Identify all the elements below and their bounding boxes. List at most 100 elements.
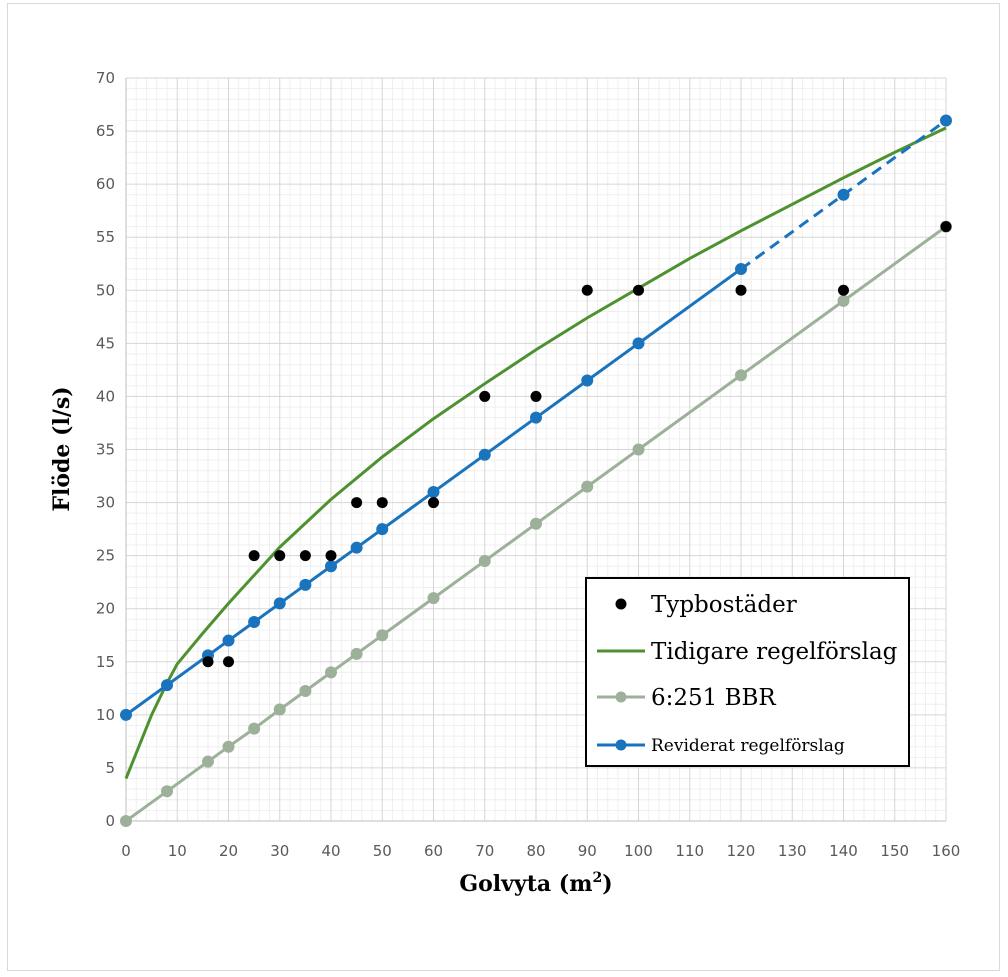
- data-point: [940, 221, 952, 233]
- x-tick-label: 70: [475, 842, 494, 860]
- legend: Typbostäder Tidigare regelförslag 6:251 BB…: [585, 577, 910, 767]
- legend-swatch-marker: [615, 739, 627, 751]
- y-tick-label: 60: [96, 175, 115, 193]
- data-point: [350, 541, 363, 554]
- data-point: [478, 448, 491, 461]
- data-point: [581, 284, 593, 296]
- legend-item-tidigare-regelforslag: Tidigare regelförslag: [597, 639, 898, 665]
- legend-label: Typbostäder: [651, 592, 797, 618]
- series-line: [124, 126, 947, 780]
- data-point: [837, 294, 850, 307]
- series-line: [125, 267, 742, 717]
- data-point: [478, 554, 491, 567]
- legend-label: Reviderat regelförslag: [651, 736, 845, 756]
- legend-box: [585, 577, 910, 767]
- data-point: [479, 390, 491, 402]
- x-tick-label: 40: [321, 842, 340, 860]
- data-point: [940, 114, 952, 127]
- x-tick-label: 50: [373, 842, 392, 860]
- data-point: [273, 597, 286, 610]
- data-point: [735, 284, 747, 296]
- legend-item-6-251-bbr: 6:251 BBR: [597, 685, 776, 711]
- data-point: [427, 485, 440, 498]
- data-point: [161, 679, 173, 692]
- x-tick-label: 150: [880, 842, 909, 860]
- data-point: [376, 497, 388, 509]
- legend-item-typbostader: Typbostäder: [615, 592, 797, 618]
- data-point: [530, 390, 542, 402]
- data-point: [735, 263, 747, 276]
- y-tick-label: 5: [105, 759, 115, 777]
- x-tick-label: 160: [932, 842, 961, 860]
- data-point: [581, 374, 594, 387]
- series-layer: [120, 114, 952, 827]
- data-point: [325, 560, 337, 573]
- data-point: [530, 517, 542, 530]
- data-point: [299, 684, 312, 697]
- y-tick-label: 70: [96, 69, 115, 87]
- data-point: [248, 550, 260, 562]
- data-point: [376, 523, 389, 536]
- legend-label: 6:251 BBR: [651, 685, 776, 711]
- data-point: [427, 592, 440, 605]
- legend-swatch-marker: [615, 598, 627, 610]
- data-point: [350, 647, 363, 660]
- data-point: [274, 550, 286, 562]
- legend-item-reviderat-regelforslag: Reviderat regelförslag: [597, 736, 845, 756]
- legend-label: Tidigare regelförslag: [651, 639, 898, 665]
- data-point: [248, 722, 261, 735]
- y-tick-labels: 0 5 10 15 20 25 30 35 40 45 50 55 60 65 70: [96, 69, 115, 830]
- data-point: [530, 411, 542, 424]
- data-point: [299, 578, 312, 591]
- x-tick-label: 60: [424, 842, 443, 860]
- data-point: [325, 550, 337, 562]
- data-point: [273, 703, 286, 716]
- x-tick-labels: 0 10 20 30 40 50 60 70 80 90 100 110 120 130 140 150 160: [121, 842, 960, 860]
- data-point: [632, 337, 645, 350]
- series-6-251-bbr: [120, 220, 952, 827]
- x-tick-label: 0: [121, 842, 131, 860]
- data-point: [161, 785, 173, 798]
- data-point: [428, 497, 439, 509]
- legend-swatch-marker: [615, 691, 627, 703]
- x-tick-label: 140: [829, 842, 858, 860]
- y-tick-label: 25: [96, 547, 115, 565]
- data-point: [223, 656, 234, 668]
- y-tick-label: 20: [96, 600, 115, 618]
- data-point: [299, 550, 311, 562]
- x-tick-label: 120: [727, 842, 756, 860]
- data-point: [202, 755, 214, 768]
- data-point: [120, 708, 132, 721]
- series-tidigare-regelforslag: [124, 126, 947, 780]
- y-tick-label: 0: [105, 812, 115, 830]
- data-point: [632, 443, 645, 456]
- x-tick-label: 30: [270, 842, 289, 860]
- axes: [125, 78, 946, 822]
- series-reviderat-regelforslag: [120, 114, 952, 721]
- x-tick-label: 90: [578, 842, 597, 860]
- data-point: [581, 480, 594, 493]
- y-tick-label: 35: [96, 441, 115, 459]
- data-point: [838, 284, 849, 296]
- data-point: [837, 188, 850, 201]
- data-point: [633, 284, 644, 296]
- y-tick-label: 40: [96, 387, 115, 405]
- data-point: [222, 740, 235, 753]
- data-point: [735, 369, 747, 382]
- data-point: [248, 615, 261, 628]
- series-typbostader: [202, 221, 952, 668]
- y-tick-label: 55: [96, 228, 115, 246]
- y-tick-label: 45: [96, 334, 115, 352]
- x-tick-label: 110: [675, 842, 704, 860]
- y-tick-label: 15: [96, 653, 115, 671]
- data-point: [325, 666, 337, 679]
- chart-frame: [7, 3, 1000, 971]
- data-point: [376, 629, 389, 642]
- x-tick-label: 10: [168, 842, 187, 860]
- x-tick-label: 20: [219, 842, 238, 860]
- x-axis-title: Golvyta (m2): [459, 870, 612, 897]
- y-tick-label: 30: [96, 494, 115, 512]
- data-point: [202, 656, 214, 668]
- data-point: [222, 634, 235, 647]
